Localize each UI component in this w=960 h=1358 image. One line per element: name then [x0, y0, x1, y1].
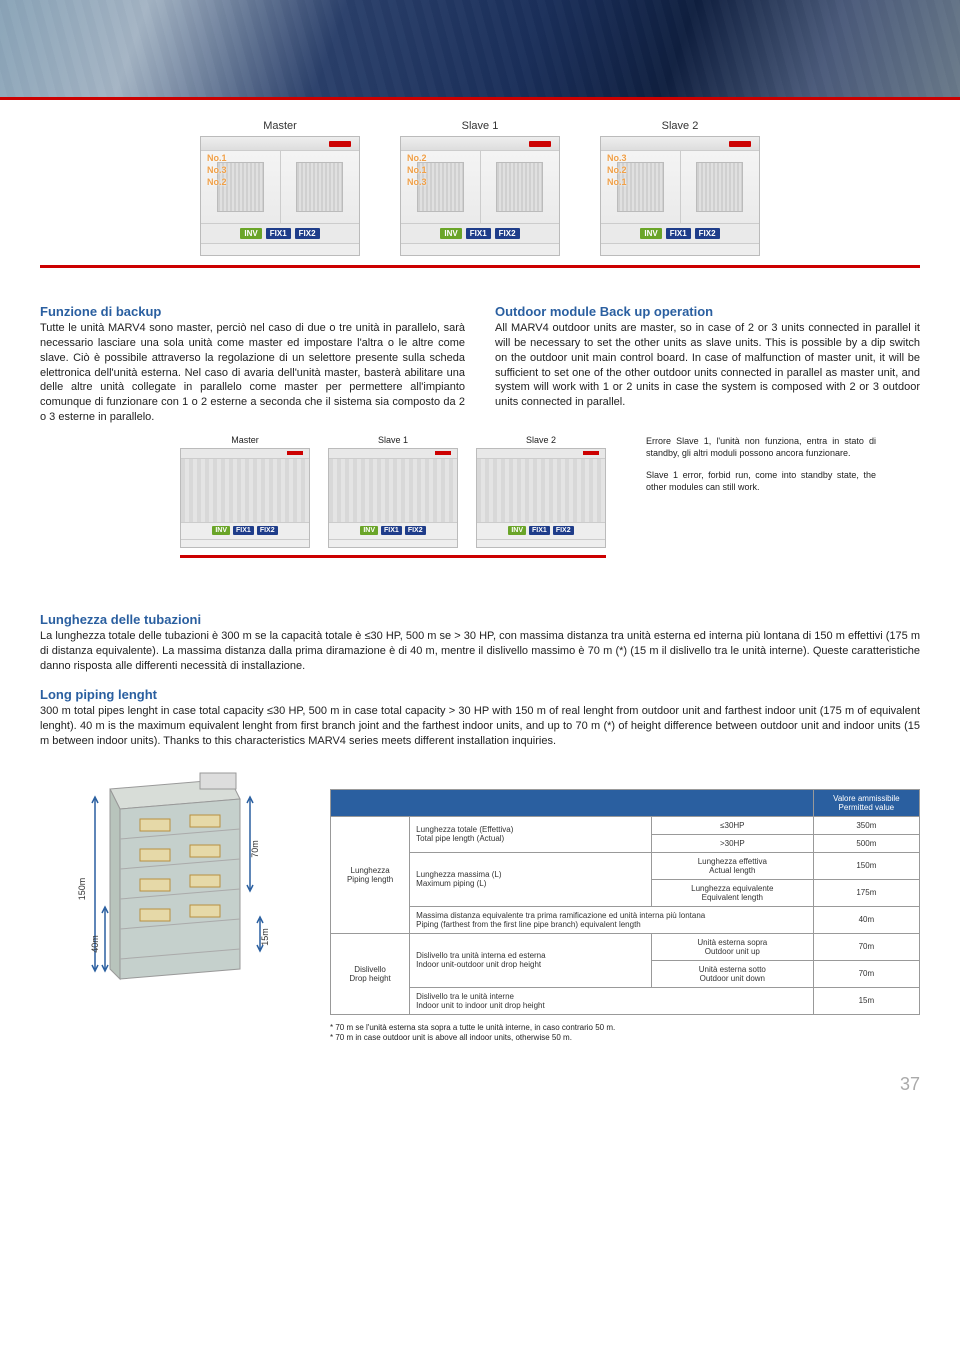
spec-table: Valore ammissibilePermitted value Lunghe…	[330, 789, 920, 1044]
unit-title: Master	[263, 120, 297, 132]
label-70m: 70m	[250, 840, 260, 858]
units-diagram-top: Master No.1 No.3 No.2 INV FIX1 FIX2	[40, 120, 920, 274]
building-diagram: 150m 70m 40m 15m	[40, 769, 300, 1009]
unit-box: No.3 No.2 No.1 INV FIX1 FIX2	[600, 136, 760, 256]
pipe-line	[180, 555, 606, 558]
heading-it: Funzione di backup	[40, 304, 465, 319]
body-it: Tutte le unità MARV4 sono master, perciò…	[40, 321, 465, 425]
pipe-line	[40, 265, 920, 268]
side-note: Errore Slave 1, l'unità non funziona, en…	[646, 435, 876, 504]
page-number: 37	[40, 1074, 920, 1095]
heading-en: Outdoor module Back up operation	[495, 304, 920, 319]
unit-title: Slave 2	[662, 120, 699, 132]
body-en: All MARV4 outdoor units are master, so i…	[495, 321, 920, 410]
label-40m: 40m	[90, 935, 100, 953]
footnote: * 70 m se l'unità esterna sta sopra a tu…	[330, 1023, 920, 1044]
backup-text: Funzione di backup Tutte le unità MARV4 …	[40, 304, 920, 425]
unit-box: No.2 No.1 No.3 INV FIX1 FIX2	[400, 136, 560, 256]
unit-title: Slave 1	[462, 120, 499, 132]
hero-image	[0, 0, 960, 100]
piping-text: Lunghezza delle tubazioni La lunghezza t…	[40, 612, 920, 749]
unit-box: No.1 No.3 No.2 INV FIX1 FIX2	[200, 136, 360, 256]
label-150m: 150m	[77, 878, 87, 901]
label-15m: 15m	[260, 928, 270, 946]
units-diagram-small: Master INVFIX1FIX2 Slave 1 INVFIX1FIX2 S…	[40, 435, 920, 562]
